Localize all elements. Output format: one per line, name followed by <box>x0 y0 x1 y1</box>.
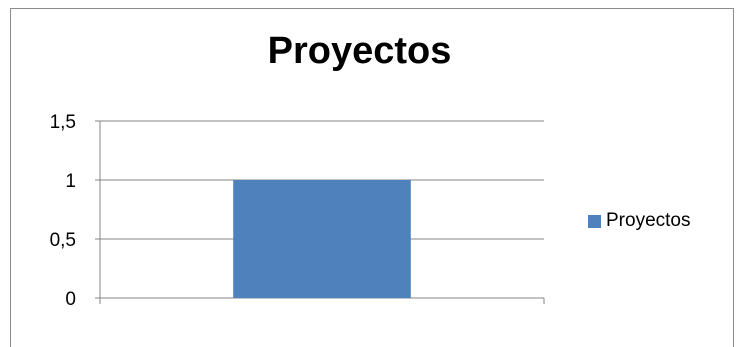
legend: Proyectos <box>588 210 690 232</box>
bar <box>233 180 411 298</box>
legend-swatch <box>588 214 601 228</box>
y-tick-label: 1 <box>65 171 76 192</box>
y-tick-label: 0 <box>65 289 76 310</box>
y-tick-label: 0,5 <box>50 230 76 251</box>
y-tick-label: 1,5 <box>50 112 76 133</box>
legend-label: Proyectos <box>606 210 691 231</box>
chart-title: Proyectos <box>267 30 452 72</box>
